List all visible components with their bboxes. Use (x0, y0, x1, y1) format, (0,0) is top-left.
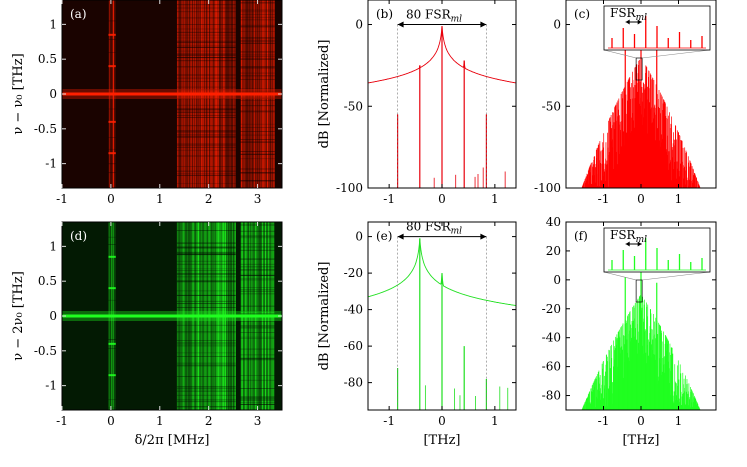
spectrum-line (368, 238, 516, 306)
arrow-head-left (397, 233, 404, 240)
panel-c: FSRml-1 0 10-50-100(c) (534, 0, 717, 206)
annotation-label: 80 FSRml (406, 8, 462, 25)
x-tick-label: 3 (254, 192, 262, 206)
y-tick-label: -40 (344, 303, 363, 317)
heatmap-d (62, 222, 282, 410)
panel-b: 80 FSRml -1 0 1 0 -50 -100 (b) dB [Normalized] (317, 0, 517, 206)
y-tick-label: 1 (49, 239, 57, 253)
zoom-connector (603, 49, 637, 59)
x-axis-label: δ/2π [MHz] (135, 433, 210, 448)
zoom-connector (603, 271, 637, 281)
zoom-connector (642, 49, 711, 59)
x-tick-label: 0 (107, 414, 115, 428)
y-tick-label: 0 (355, 230, 363, 244)
y-tick-label: -100 (534, 181, 561, 195)
y-tick-label: -20 (344, 266, 363, 280)
x-tick-label: -1 (56, 414, 68, 428)
x-tick-label: 1 (491, 414, 499, 428)
x-tick-label: 0 (438, 414, 446, 428)
annotation-label: 80 FSRml (406, 220, 462, 237)
y-tick-label: -60 (344, 339, 363, 353)
heatmap-a (62, 0, 282, 188)
x-tick-label: 1 (156, 192, 164, 206)
panel-label: (d) (70, 229, 87, 243)
panel-label: (b) (376, 7, 393, 21)
panel-e: 80 FSRml -1 0 1 0 -20 -40 -60 -80 (e) dB [Normaliz… (317, 220, 517, 448)
arrow-head-right (480, 233, 487, 240)
y-tick-label: -100 (336, 181, 363, 195)
y-tick-label: -50 (344, 99, 363, 113)
y-tick-label: 0 (553, 18, 561, 32)
y-axis-label: ν − 2ν₀ [THz] (11, 271, 26, 361)
y-tick-label: 0.5 (38, 52, 57, 66)
y-tick-label: 0 (49, 87, 57, 101)
y-tick-label: 0.5 (38, 274, 57, 288)
spectrum-c (581, 27, 701, 188)
x-axis-label: [THz] (423, 433, 460, 448)
y-tick-label: 20 (546, 244, 561, 258)
x-tick-label: 0 (107, 192, 115, 206)
y-tick-label: 0 (553, 273, 561, 287)
x-tick-label: -1 (383, 414, 395, 428)
y-tick-label: -1 (45, 157, 57, 171)
zoom-box (635, 57, 643, 81)
x-tick-label: -1 (56, 192, 68, 206)
y-axis-label: dB [Normalized] (317, 40, 332, 149)
y-tick-label: 1 (49, 17, 57, 31)
panel-label: (c) (574, 7, 590, 21)
inset-arrow-heads (625, 241, 642, 247)
x-tick-label: 1 (491, 192, 499, 206)
x-axis-label: [THz] (622, 433, 659, 448)
x-tick-label: 1 (156, 414, 164, 428)
y-tick-label: -0.5 (34, 122, 57, 136)
spectrum-f (581, 268, 701, 410)
y-tick-label: -1 (45, 379, 57, 393)
y-tick-label: -40 (542, 331, 561, 345)
inset-arrow-heads (625, 19, 642, 25)
x-tick-label: -1 (598, 192, 610, 206)
y-axis-label: ν − ν₀ [THz] (11, 53, 26, 134)
x-tick-label: 2 (205, 414, 213, 428)
y-tick-label: -80 (542, 389, 561, 403)
x-tick-label: 0 (637, 414, 645, 428)
panel-label: (f) (574, 229, 588, 243)
y-tick-label: -20 (542, 302, 561, 316)
spectrum-b (368, 26, 516, 188)
panel-a: -1 0 1 2 3 1 0.5 0 -0.5 -1 (a) ν − ν₀ [THz] (11, 0, 283, 206)
x-tick-label: 1 (675, 414, 683, 428)
y-tick-label: -80 (344, 376, 363, 390)
panel-label: (e) (376, 229, 392, 243)
x-tick-label: -1 (383, 192, 395, 206)
y-tick-label: -0.5 (34, 344, 57, 358)
panel-label: (a) (70, 7, 87, 21)
x-tick-label: 1 (675, 192, 683, 206)
panel-d: -1 0 1 2 3 1 0.5 0 -0.5 -1 (d) ν − 2ν₀ [THz] δ/2π [M… (11, 221, 283, 448)
spectrum-e (368, 238, 516, 410)
y-tick-label: -50 (542, 99, 561, 113)
y-tick-label: 0 (49, 309, 57, 323)
zoom-box (635, 279, 643, 303)
zoom-connector (642, 271, 711, 281)
x-tick-label: 0 (438, 192, 446, 206)
y-tick-label: 40 (546, 215, 561, 229)
arrow-head-right (480, 21, 487, 28)
y-tick-label: -60 (542, 360, 561, 374)
x-tick-label: 2 (205, 192, 213, 206)
x-tick-label: -1 (598, 414, 610, 428)
y-axis-label: dB [Normalized] (317, 262, 332, 371)
x-tick-label: 0 (637, 192, 645, 206)
arrow-head-left (397, 21, 404, 28)
x-tick-label: 3 (254, 414, 262, 428)
y-tick-label: 0 (355, 18, 363, 32)
